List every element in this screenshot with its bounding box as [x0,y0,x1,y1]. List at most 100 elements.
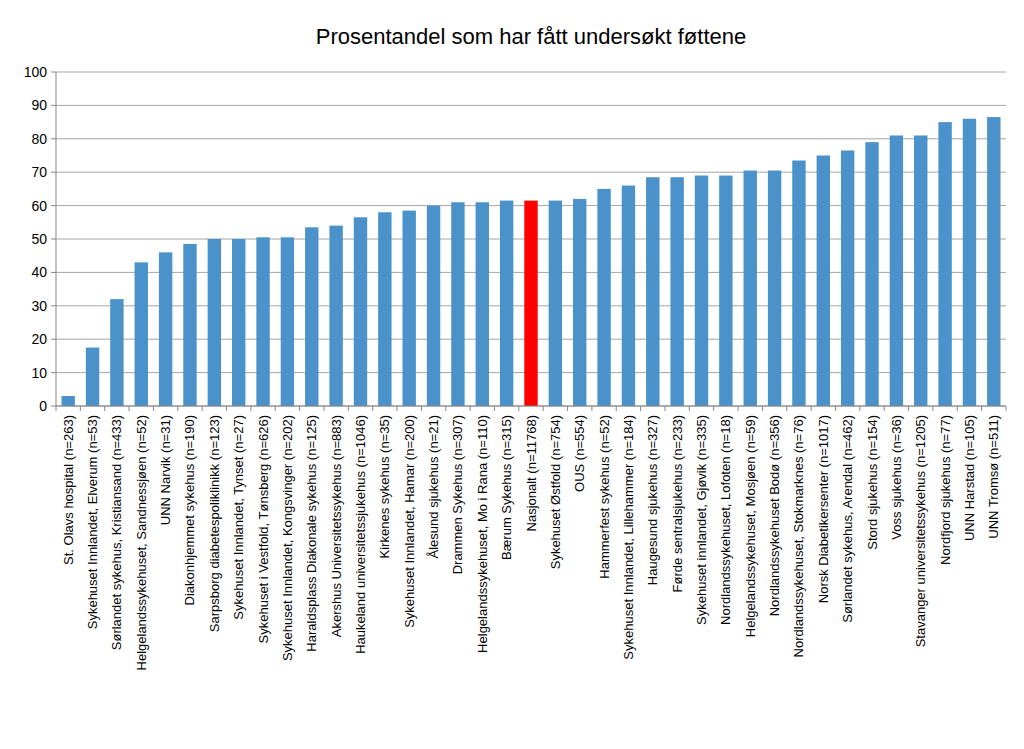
x-tick [738,406,739,411]
tick [51,239,56,240]
tick-label: 100 [24,64,48,80]
bar [427,206,440,406]
bar [719,176,732,406]
tick-label: 50 [31,231,47,247]
x-tick [470,406,471,411]
category-label: Norsk Diabetikersenter (n=1017) [816,415,831,603]
bar [938,122,951,406]
bar [865,142,878,406]
category-label: Stord sjukehus (n=154) [865,415,880,550]
x-tick [1006,406,1007,411]
category-label: Førde sentralsjukehus (n=233) [670,415,685,592]
category-label: Diakonhjemmet sykehus (n=190) [182,415,197,605]
bars [61,117,1000,406]
category-label: Haraldsplass Diakonale sykehus (n=125) [304,415,319,652]
bar [232,239,245,406]
bar [110,299,123,406]
x-tick [616,406,617,411]
category-label: Sykehuset Innlandet, Lillehammer (n=184) [621,415,636,660]
bar [768,171,781,406]
bar [890,135,903,406]
bar [403,211,416,406]
category-label: Sykehuset i Vestfold, Tønsberg (n=626) [256,415,271,643]
x-tick [421,406,422,411]
category-label: Hammerfest sykehus (n=52) [597,415,612,579]
x-tick [664,406,665,411]
category-label: Sykehuset Innlandet, Tynset (n=27) [231,415,246,620]
x-tick [494,406,495,411]
category-label: Helgelandssykehuset, Sandnessjøen (n=52) [134,415,149,670]
x-tick [202,406,203,411]
grid-line [56,406,1006,407]
bar [500,201,513,406]
bar [597,189,610,406]
x-tick [859,406,860,411]
bar [183,244,196,406]
tick [51,305,56,306]
category-label: Bærum Sykehus (n=315) [499,415,514,560]
category-label: Nordlandssykehuset Bodø (n=356) [767,415,782,616]
x-tick [567,406,568,411]
category-label: UNN Narvik (n=31) [158,415,173,525]
tick [51,372,56,373]
x-tick [884,406,885,411]
category-label: Ålesund sjukehus (n=21) [426,415,441,558]
category-label: Sykehuset Innlandet, Hamar (n=200) [402,415,417,628]
x-tick [299,406,300,411]
bar [476,202,489,406]
x-tick [543,406,544,411]
tick [51,105,56,106]
bar [963,119,976,406]
bar [792,161,805,406]
x-tick [153,406,154,411]
tick-label: 40 [31,264,47,280]
x-tick [348,406,349,411]
x-tick [275,406,276,411]
x-tick [518,406,519,411]
bar [329,226,342,406]
tick [51,339,56,340]
bar [305,227,318,406]
x-tick [372,406,373,411]
x-axis [56,406,1006,407]
tick [51,272,56,273]
x-tick [129,406,130,411]
bar [281,237,294,406]
title: Prosentandel som har fått undersøkt føtt… [316,24,746,49]
category-label: Helgelandssykehuset, Mosjøen (n=59) [743,415,758,637]
x-tick [811,406,812,411]
x-tick [835,406,836,411]
x-tick [397,406,398,411]
y-axis [56,72,57,406]
x-tick [908,406,909,411]
category-label: OUS (n=554) [572,415,587,492]
tick-label: 0 [39,398,47,414]
x-tick [981,406,982,411]
category-label: Sørlandet sykehus, Kristiansand (n=433) [109,415,124,650]
category-label: Voss sjukehus (n=36) [889,415,904,540]
bar [549,201,562,406]
tick [51,205,56,206]
x-tick [80,406,81,411]
category-label: Nordfjord sjukehus (n=77) [938,415,953,565]
tick-label: 10 [31,365,47,381]
x-tick [640,406,641,411]
bar [256,237,269,406]
bar [208,239,221,406]
category-label: Nordlandssykehuset, Lofoten (n=18) [718,415,733,625]
category-label: Haukeland universitetssjukehus (n=1046) [353,415,368,654]
grid-line [56,138,1006,139]
x-tick [591,406,592,411]
bar [622,186,635,406]
bar [378,212,391,406]
x-tick [323,406,324,411]
bar [354,217,367,406]
tick-label: 80 [31,131,47,147]
category-label: Sarpsborg diabetespoliklinikk (n=123) [207,415,222,632]
bar [86,348,99,406]
bar [61,396,74,406]
x-tick [713,406,714,411]
x-tick [445,406,446,411]
bar [135,262,148,406]
category-label: Stavanger universitetssykehus (n=1205) [913,415,928,647]
